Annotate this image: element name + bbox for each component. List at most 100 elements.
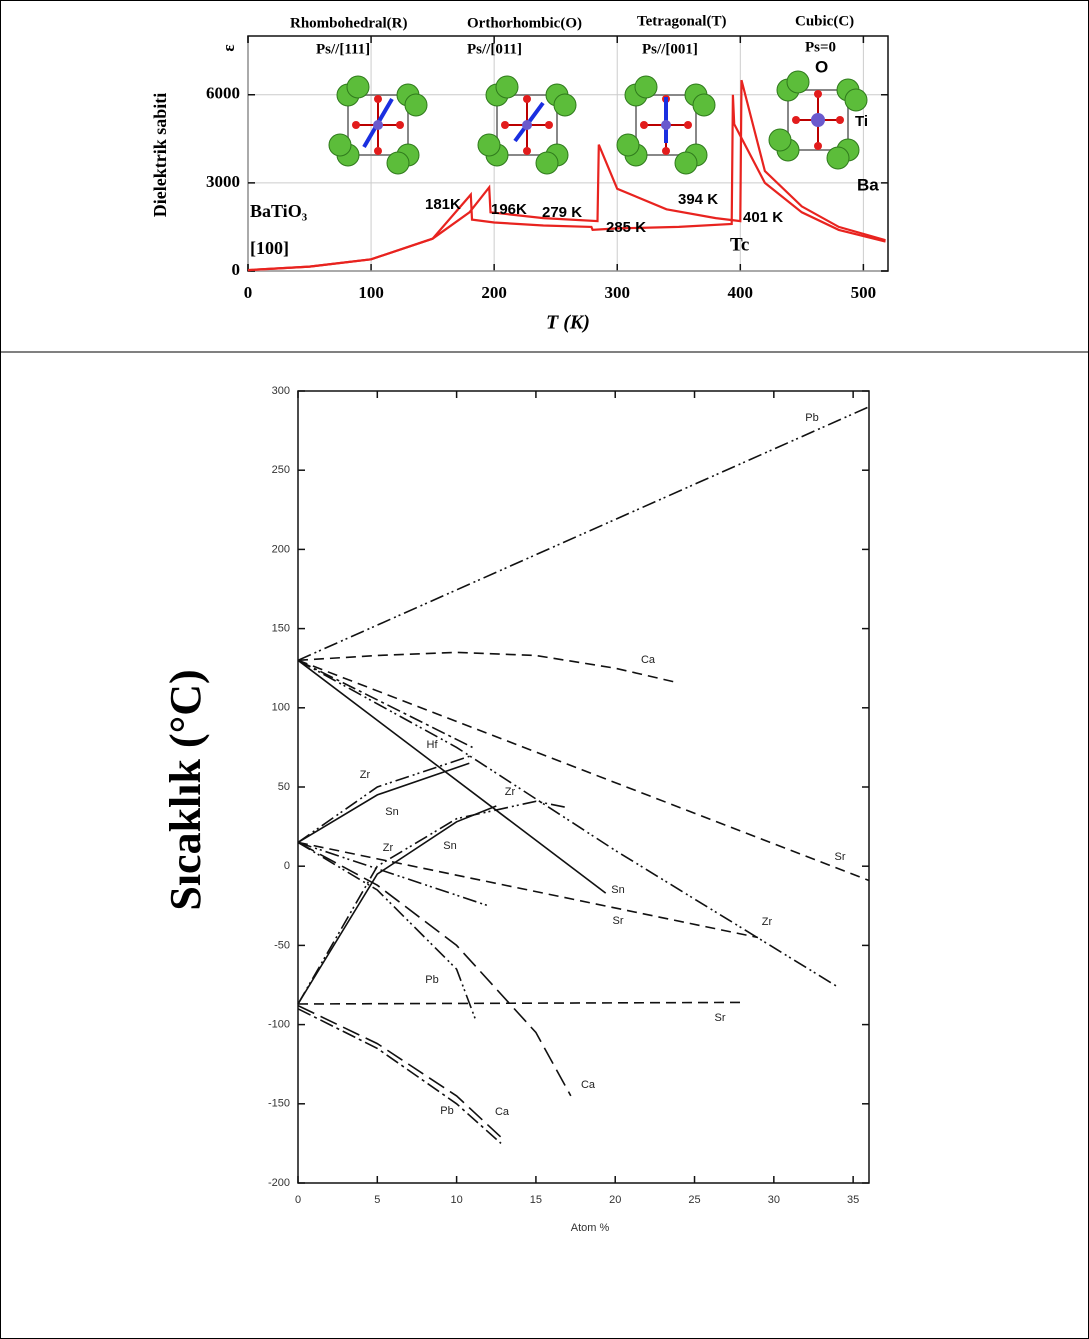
crystal-inset [768,70,868,170]
x-tick-label: 10 [450,1194,462,1206]
x-tick-label: 35 [847,1194,859,1206]
y-tick-label: -50 [274,939,290,951]
annotation: [100] [250,238,289,258]
o-atom [662,147,670,155]
y-tick-label: 3000 [206,172,240,191]
ba-atom [844,88,868,112]
annotation: Ba [857,175,879,194]
o-atom [352,121,360,129]
y-tick-label: 0 [232,260,241,279]
ba-atom [634,75,658,99]
o-atom [545,121,553,129]
o-atom [523,147,531,155]
o-atom [501,121,509,129]
y-tick-label: 150 [272,623,290,635]
annotation: Orthorhombic(O) [467,15,582,31]
annotation: 401 K [743,209,783,226]
annotation: 285 K [606,219,646,236]
o-atom [684,121,692,129]
x-tick-label: 5 [374,1194,380,1206]
ba-atom [786,70,810,94]
annotation: Rhombohedral(R) [290,15,408,31]
data-line [297,800,568,1005]
data-line [297,659,473,749]
series-label: Sn [385,806,398,818]
o-atom [792,116,800,124]
y-axis-label: ε [219,44,238,51]
y-tick-label: 50 [278,781,290,793]
x-tick-label: 400 [728,283,754,302]
annotation: Tc [730,234,749,255]
ti-atom [661,120,671,130]
annotation: BaTiO₃ [250,201,308,221]
ba-atom [674,151,698,175]
series-label: Zr [505,786,516,798]
crystal-inset [477,75,577,175]
annotation: Cubic(C) [795,13,854,29]
ba-atom [386,151,410,175]
series-label: Pb [805,412,818,424]
x-tick-label: 0 [295,1194,301,1206]
x-tick-label: 500 [851,283,877,302]
series-label: Ca [641,654,656,666]
o-atom [374,95,382,103]
ba-atom [692,93,716,117]
data-line [297,754,473,844]
x-tick-label: 100 [358,283,384,302]
crystal-inset [616,75,716,175]
data-line [297,841,759,939]
ba-atom [404,93,428,117]
x-tick-label: 20 [609,1194,621,1206]
x-tick-label: 15 [530,1194,542,1206]
ti-atom [373,120,383,130]
series-label: Zr [762,916,773,928]
data-line [297,651,678,684]
annotation: O [815,57,828,76]
series-label: Zr [360,769,371,781]
series-label: Ca [581,1079,596,1091]
data-line [297,659,870,882]
y-tick-label: -200 [268,1177,290,1189]
series-label: Ca [495,1106,510,1118]
series-label: Sr [613,915,624,927]
series-label: Sn [443,840,456,852]
series-label: Sn [611,884,624,896]
x-tick-label: 300 [604,283,630,302]
data-line [297,841,489,907]
annotation: 394 K [678,191,718,208]
data-line [297,1001,743,1005]
data-line [297,841,572,1097]
o-atom [814,90,822,98]
x-axis-label: Atom % [571,1222,610,1234]
ba-atom [616,133,640,157]
annotation: Ti [855,113,868,130]
ti-atom [811,113,825,127]
data-line [247,94,886,272]
ba-atom [535,151,559,175]
o-atom [836,116,844,124]
annotation: 196K [491,201,527,218]
annotation: Ps//[011] [467,41,522,57]
ba-atom [553,93,577,117]
o-atom [523,95,531,103]
o-atom [814,142,822,150]
annotation: 181K [425,196,461,213]
data-line [297,406,870,662]
y-tick-label: 250 [272,464,290,476]
series-label: Sr [835,851,846,863]
y-tick-label: 300 [272,385,290,397]
series-label: Pb [440,1105,453,1117]
ba-atom [346,75,370,99]
y-tick-label: 200 [272,543,290,555]
data-line [297,659,838,988]
y-tick-label: 6000 [206,84,240,103]
annotation: Ps=0 [805,39,836,55]
ti-atom [522,120,532,130]
y-tick-label: 0 [284,860,290,872]
annotation: Ps//[001] [642,41,698,57]
o-atom [640,121,648,129]
ba-atom [477,133,501,157]
annotation: 279 K [542,204,582,221]
series-label: Zr [383,842,394,854]
